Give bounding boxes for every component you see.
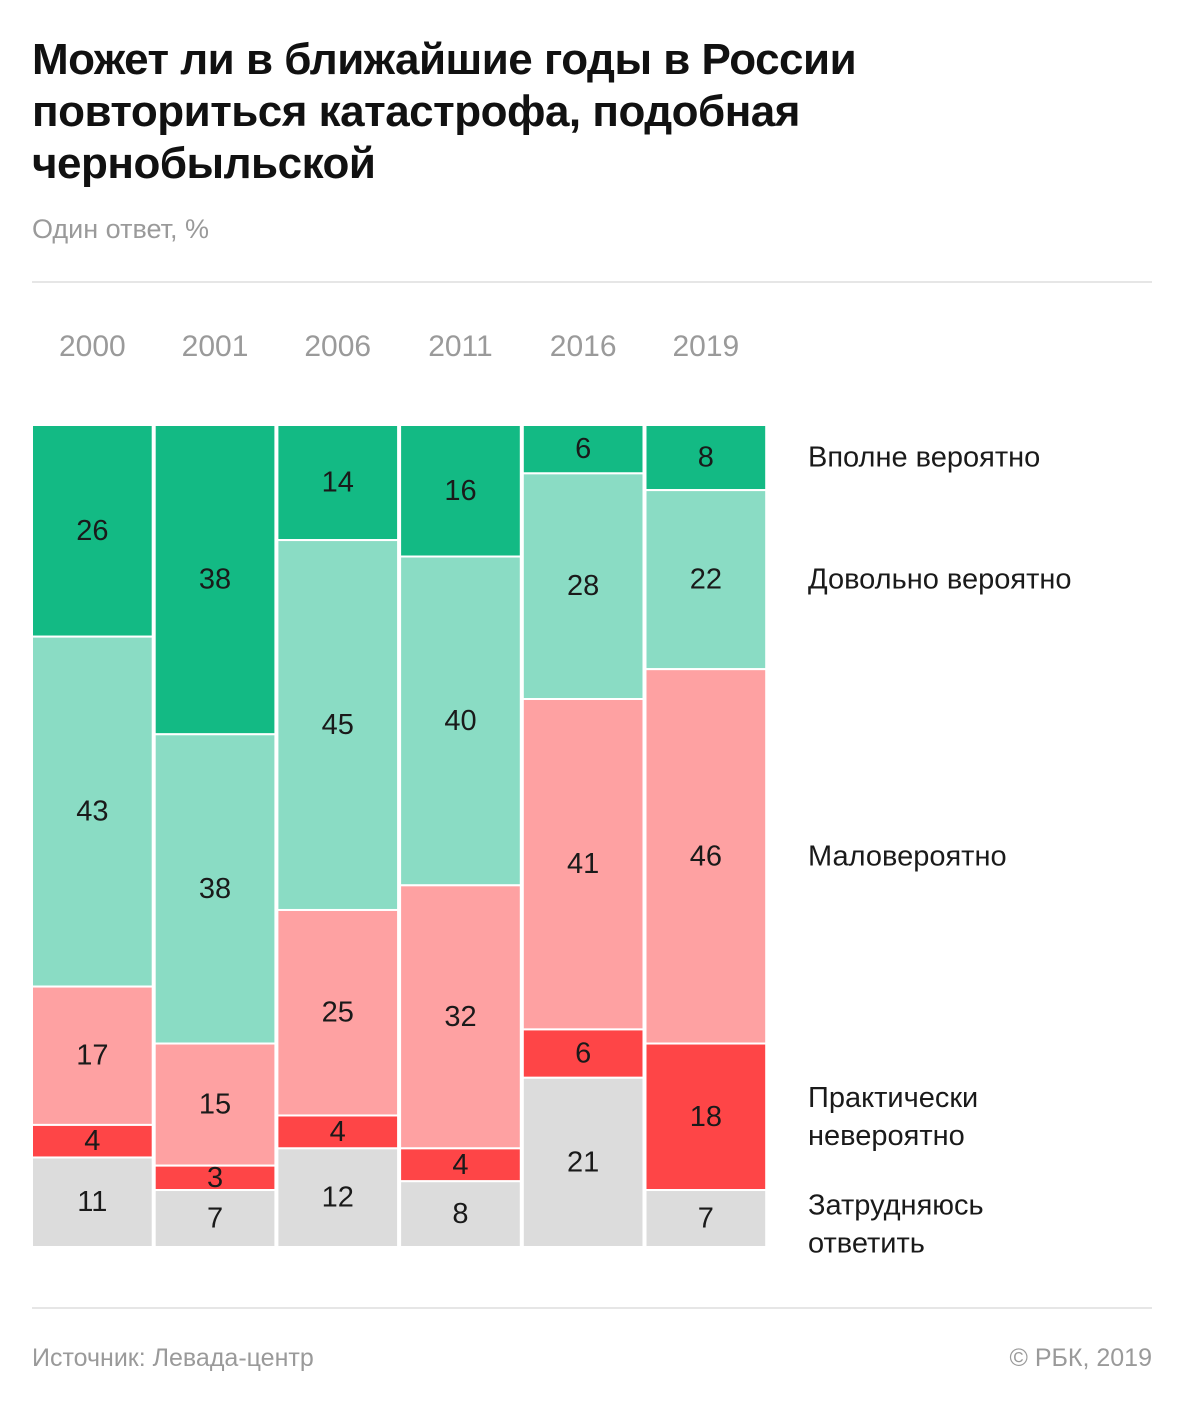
data-label: 14: [322, 467, 354, 499]
year-label: 2011: [428, 330, 493, 363]
data-label: 6: [575, 1038, 591, 1070]
data-label: 15: [199, 1089, 231, 1121]
year-label: 2016: [550, 330, 617, 363]
copyright-note: © РБК, 2019: [1009, 1344, 1152, 1372]
bar-segment-malo: [521, 698, 645, 1031]
data-label: 26: [76, 515, 108, 547]
bar-segment-vpolne: [276, 424, 400, 542]
year-label: 2001: [182, 330, 249, 363]
data-label: 21: [567, 1146, 599, 1178]
data-label: 40: [444, 705, 476, 737]
source-note: Источник: Левада-центр: [32, 1344, 314, 1372]
data-label: 3: [207, 1162, 223, 1194]
data-label: 28: [567, 570, 599, 602]
chart-subtitle: Один ответ, %: [32, 214, 209, 244]
data-label: 12: [322, 1182, 354, 1214]
bar-segment-vpolne: [521, 424, 645, 475]
bar-segment-malo: [399, 884, 522, 1150]
legend-label-malo: Маловероятно: [808, 840, 1007, 872]
bar-segment-dovolno: [644, 489, 768, 671]
stacked-bar-chart: 2000 26 43 17 4 11 2001 38 38 15 3 7 2006 14 45 25 4 12 20…: [31, 330, 1072, 1260]
legend-label-dovolno: Довольно вероятно: [808, 564, 1072, 596]
bar-segment-dovolno: [521, 472, 645, 700]
bar-segment-zatrudnyayus: [153, 1189, 277, 1249]
data-label: 4: [330, 1116, 346, 1148]
bar-segment-dovolno: [276, 539, 400, 911]
data-label: 38: [199, 564, 231, 596]
data-label: 45: [322, 709, 354, 741]
year-label: 2019: [672, 330, 739, 363]
bar-segment-malo: [31, 985, 154, 1126]
bar-segment-malo: [644, 668, 768, 1045]
bar-segment-prakticheski: [31, 1123, 154, 1159]
legend-label-zatrudnyayus: Затрудняюсь ответить: [808, 1190, 984, 1260]
data-label: 17: [76, 1040, 108, 1072]
year-label: 2000: [59, 330, 126, 363]
data-label: 18: [690, 1101, 722, 1133]
data-label: 7: [207, 1203, 223, 1235]
bar-segment-zatrudnyayus: [276, 1147, 400, 1248]
data-label: 6: [575, 433, 591, 465]
bar-segment-malo: [276, 908, 400, 1117]
data-label: 22: [690, 564, 722, 596]
bar-segment-malo: [153, 1042, 277, 1167]
bar-segment-vpolne: [644, 424, 768, 492]
year-label: 2006: [304, 330, 371, 363]
bar-segment-dovolno: [31, 635, 154, 988]
data-label: 8: [698, 442, 714, 474]
data-label: 38: [199, 873, 231, 905]
data-label: 32: [444, 1001, 476, 1033]
data-label: 7: [698, 1203, 714, 1235]
data-label: 25: [322, 997, 354, 1029]
bar-segment-dovolno: [399, 555, 522, 887]
bar-segment-prakticheski: [521, 1028, 645, 1079]
data-label: 41: [567, 848, 599, 880]
data-label: 4: [84, 1125, 100, 1157]
bar-segment-zatrudnyayus: [644, 1189, 768, 1249]
bar-segment-zatrudnyayus: [521, 1076, 645, 1248]
data-label: 11: [77, 1186, 107, 1218]
data-label: 4: [452, 1149, 468, 1181]
top-divider: [32, 281, 1152, 283]
bar-segment-zatrudnyayus: [399, 1180, 522, 1248]
legend-label-vpolne: Вполне вероятно: [808, 442, 1040, 474]
chart-title: Может ли в ближайшие годы в России повто…: [32, 35, 857, 188]
bar-segment-prakticheski: [276, 1114, 400, 1150]
bar-segment-prakticheski: [399, 1147, 522, 1183]
data-label: 16: [444, 475, 476, 507]
bar-segment-vpolne: [153, 424, 277, 736]
bar-segment-vpolne: [399, 424, 522, 558]
legend-label-prakticheski: Практически невероятно: [808, 1082, 978, 1152]
data-label: 43: [76, 796, 108, 828]
data-label: 8: [452, 1198, 468, 1230]
bar-segment-zatrudnyayus: [31, 1156, 154, 1248]
bottom-divider: [32, 1307, 1152, 1309]
bar-segment-vpolne: [31, 424, 154, 638]
data-label: 46: [690, 840, 722, 872]
bar-segment-prakticheski: [644, 1042, 768, 1192]
